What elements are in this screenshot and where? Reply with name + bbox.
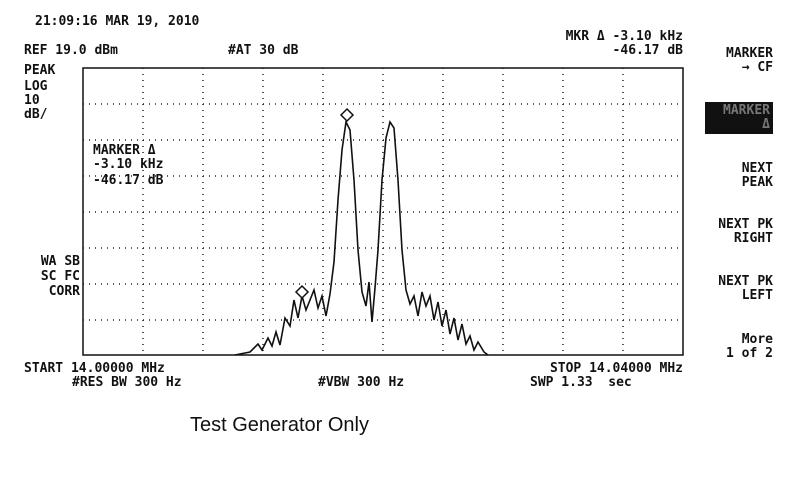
scale-label: 10: [24, 93, 40, 108]
correction-label: WA SB: [40, 254, 80, 269]
attenuation: #AT 30 dB: [228, 43, 299, 58]
softkey[interactable]: NEXT PK LEFT: [683, 275, 773, 303]
stop-frequency: STOP 14.04000 MHz: [549, 361, 683, 376]
softkey-line: NEXT PK: [718, 274, 773, 289]
softkey-line: RIGHT: [733, 231, 773, 246]
softkey-line: PEAK: [741, 175, 773, 190]
marker-box: MARKER Δ: [93, 143, 156, 158]
scale-label: PEAK: [24, 63, 56, 78]
marker-box: -46.17 dB: [93, 173, 164, 188]
marker-box: -3.10 kHz: [93, 157, 164, 172]
softkey-line: NEXT PK: [718, 217, 773, 232]
marker-readout: -46.17 dB: [612, 43, 683, 58]
softkey-active[interactable]: MARKER Δ: [705, 102, 773, 134]
delta-marker-diamond: [294, 284, 310, 300]
scale-label: LOG: [24, 79, 48, 94]
marker-diamond: [339, 107, 355, 123]
start-frequency: START 14.00000 MHz: [24, 361, 165, 376]
softkey-line: Δ: [762, 117, 770, 132]
softkey-line: NEXT: [741, 161, 773, 176]
softkey-line: More: [741, 332, 773, 347]
grid: [83, 68, 683, 355]
softkey[interactable]: MARKER → CF: [683, 47, 773, 75]
softkey-line: → CF: [741, 60, 773, 75]
marker-readout: MKR Δ -3.10 kHz: [565, 29, 683, 44]
softkey-line: MARKER: [723, 103, 770, 118]
softkey[interactable]: NEXT PEAK: [683, 162, 773, 190]
softkey[interactable]: More 1 of 2: [683, 333, 773, 361]
reference-level: REF 19.0 dBm: [24, 43, 118, 58]
softkey-line: MARKER: [726, 46, 773, 61]
trace: [234, 119, 489, 356]
correction-label: CORR: [48, 284, 80, 299]
correction-label: SC FC: [40, 269, 80, 284]
timestamp: 21:09:16 MAR 19, 2010: [35, 14, 200, 29]
scale-label: dB/: [24, 107, 48, 122]
softkey-line: LEFT: [741, 288, 773, 303]
softkey-line: 1 of 2: [726, 346, 773, 361]
resolution-bandwidth: #RES BW 300 Hz: [72, 375, 182, 390]
softkey[interactable]: NEXT PK RIGHT: [683, 218, 773, 246]
sweep-time: SWP 1.33 sec: [530, 375, 632, 390]
caption: Test Generator Only: [190, 414, 369, 436]
video-bandwidth: #VBW 300 Hz: [318, 375, 405, 390]
